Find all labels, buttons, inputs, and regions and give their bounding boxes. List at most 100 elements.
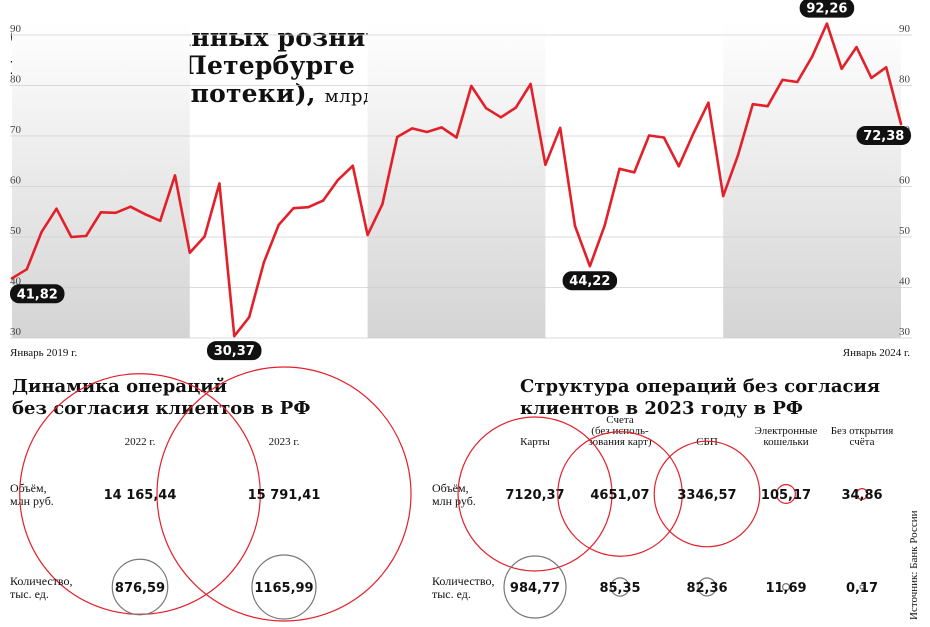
data-point <box>722 194 725 198</box>
y-tick-label-right: 50 <box>899 225 911 237</box>
bubble <box>653 440 761 548</box>
data-point <box>321 199 325 202</box>
y-tick-label-left: 40 <box>10 276 22 288</box>
value-callout <box>207 341 262 361</box>
bubble-value: 4651,07 <box>590 488 649 503</box>
data-point <box>825 22 829 25</box>
column-header: счёта <box>850 436 875 448</box>
y-tick-label-right: 80 <box>899 74 911 86</box>
bubble-value: 7120,37 <box>505 488 564 503</box>
data-point <box>870 76 873 80</box>
bubble <box>251 554 317 620</box>
data-point <box>484 107 488 110</box>
data-point <box>455 136 458 139</box>
dynamics-title: Динамика операций без согласия клиентов … <box>12 376 310 420</box>
y-tick-label-left: 80 <box>10 74 22 86</box>
data-point <box>351 164 354 167</box>
data-point <box>529 82 532 86</box>
data-point <box>10 277 14 280</box>
data-point <box>262 261 266 264</box>
data-point <box>499 116 503 119</box>
structure-title-line: Структура операций без согласия <box>520 376 881 397</box>
row-label: тыс. ед. <box>432 587 471 601</box>
bubble-value: 34,86 <box>841 488 882 503</box>
data-point <box>292 207 295 210</box>
row-label: млн руб. <box>432 494 476 508</box>
data-point <box>144 213 147 216</box>
row-label: тыс. ед. <box>10 587 49 601</box>
bubble <box>856 488 868 500</box>
data-point <box>70 235 73 239</box>
data-point <box>336 178 340 182</box>
data-point <box>573 224 577 228</box>
value-callout <box>799 0 855 18</box>
column-header: 2022 г. <box>125 436 156 448</box>
bubble-value: 876,59 <box>115 581 165 596</box>
column-header: 2023 г. <box>269 436 300 448</box>
data-point <box>440 126 443 129</box>
data-point <box>203 235 206 238</box>
data-point <box>173 174 177 177</box>
data-point <box>766 105 769 108</box>
value-callout-label: 44,22 <box>569 274 610 289</box>
year-band <box>723 20 901 338</box>
row-label: Объём, <box>10 481 47 495</box>
data-point <box>692 131 695 135</box>
data-point <box>647 134 651 137</box>
bubble-value: 14 165,44 <box>104 488 177 503</box>
data-point <box>840 67 843 71</box>
column-header: (без исполь- <box>591 425 649 437</box>
column-header: зования карт) <box>588 436 652 448</box>
bubble-value: 1165,99 <box>254 581 313 596</box>
data-point <box>884 66 888 69</box>
data-point <box>55 207 58 210</box>
row-label: млн руб. <box>10 494 54 508</box>
data-point <box>158 219 162 223</box>
data-point <box>99 211 103 214</box>
column-header: СБП <box>696 436 718 448</box>
y-tick-label-right: 30 <box>899 326 911 338</box>
y-tick-label-left: 90 <box>10 23 22 35</box>
data-point <box>25 268 29 271</box>
bubble-value: 15 791,41 <box>248 488 321 503</box>
structure-title: Структура операций без согласия клиентов… <box>520 376 880 420</box>
column-header: Электронные <box>755 425 818 437</box>
dynamics-title-line: без согласия клиентов в РФ <box>12 398 311 419</box>
bubble-value: 984,77 <box>510 581 560 596</box>
data-point <box>633 171 636 174</box>
data-point <box>129 205 132 208</box>
structure-title-line: клиентов в 2023 году в РФ <box>520 398 803 419</box>
data-point <box>677 165 680 168</box>
data-point <box>899 122 903 126</box>
data-point <box>381 202 384 206</box>
bubble <box>610 577 630 597</box>
value-callout-label: 30,37 <box>214 344 255 359</box>
data-point <box>544 163 547 166</box>
row-label: Объём, <box>432 481 469 495</box>
data-point <box>218 182 221 185</box>
data-point <box>559 126 562 130</box>
bubble-value: 11,69 <box>765 581 806 596</box>
data-point <box>588 264 592 268</box>
row-label: Количество, <box>10 574 72 588</box>
dynamics-title-line: Динамика операций <box>12 376 227 397</box>
data-point <box>796 80 799 84</box>
bubble-value: 85,35 <box>599 581 640 596</box>
data-point <box>410 127 414 130</box>
data-point <box>751 102 755 106</box>
y-tick-label-left: 50 <box>10 225 22 237</box>
year-band <box>367 20 546 338</box>
value-callout-label: 72,38 <box>863 129 904 144</box>
row-label: Количество, <box>432 574 494 588</box>
data-point <box>114 211 117 214</box>
data-point <box>396 135 399 139</box>
data-point <box>855 45 858 49</box>
data-point <box>810 55 814 58</box>
data-point <box>707 101 710 104</box>
bubble <box>776 484 796 504</box>
y-tick-label-left: 70 <box>10 124 22 136</box>
data-point <box>40 230 43 234</box>
value-callout <box>10 284 65 304</box>
column-header: Карты <box>520 436 550 448</box>
y-tick-label-right: 40 <box>899 276 911 288</box>
